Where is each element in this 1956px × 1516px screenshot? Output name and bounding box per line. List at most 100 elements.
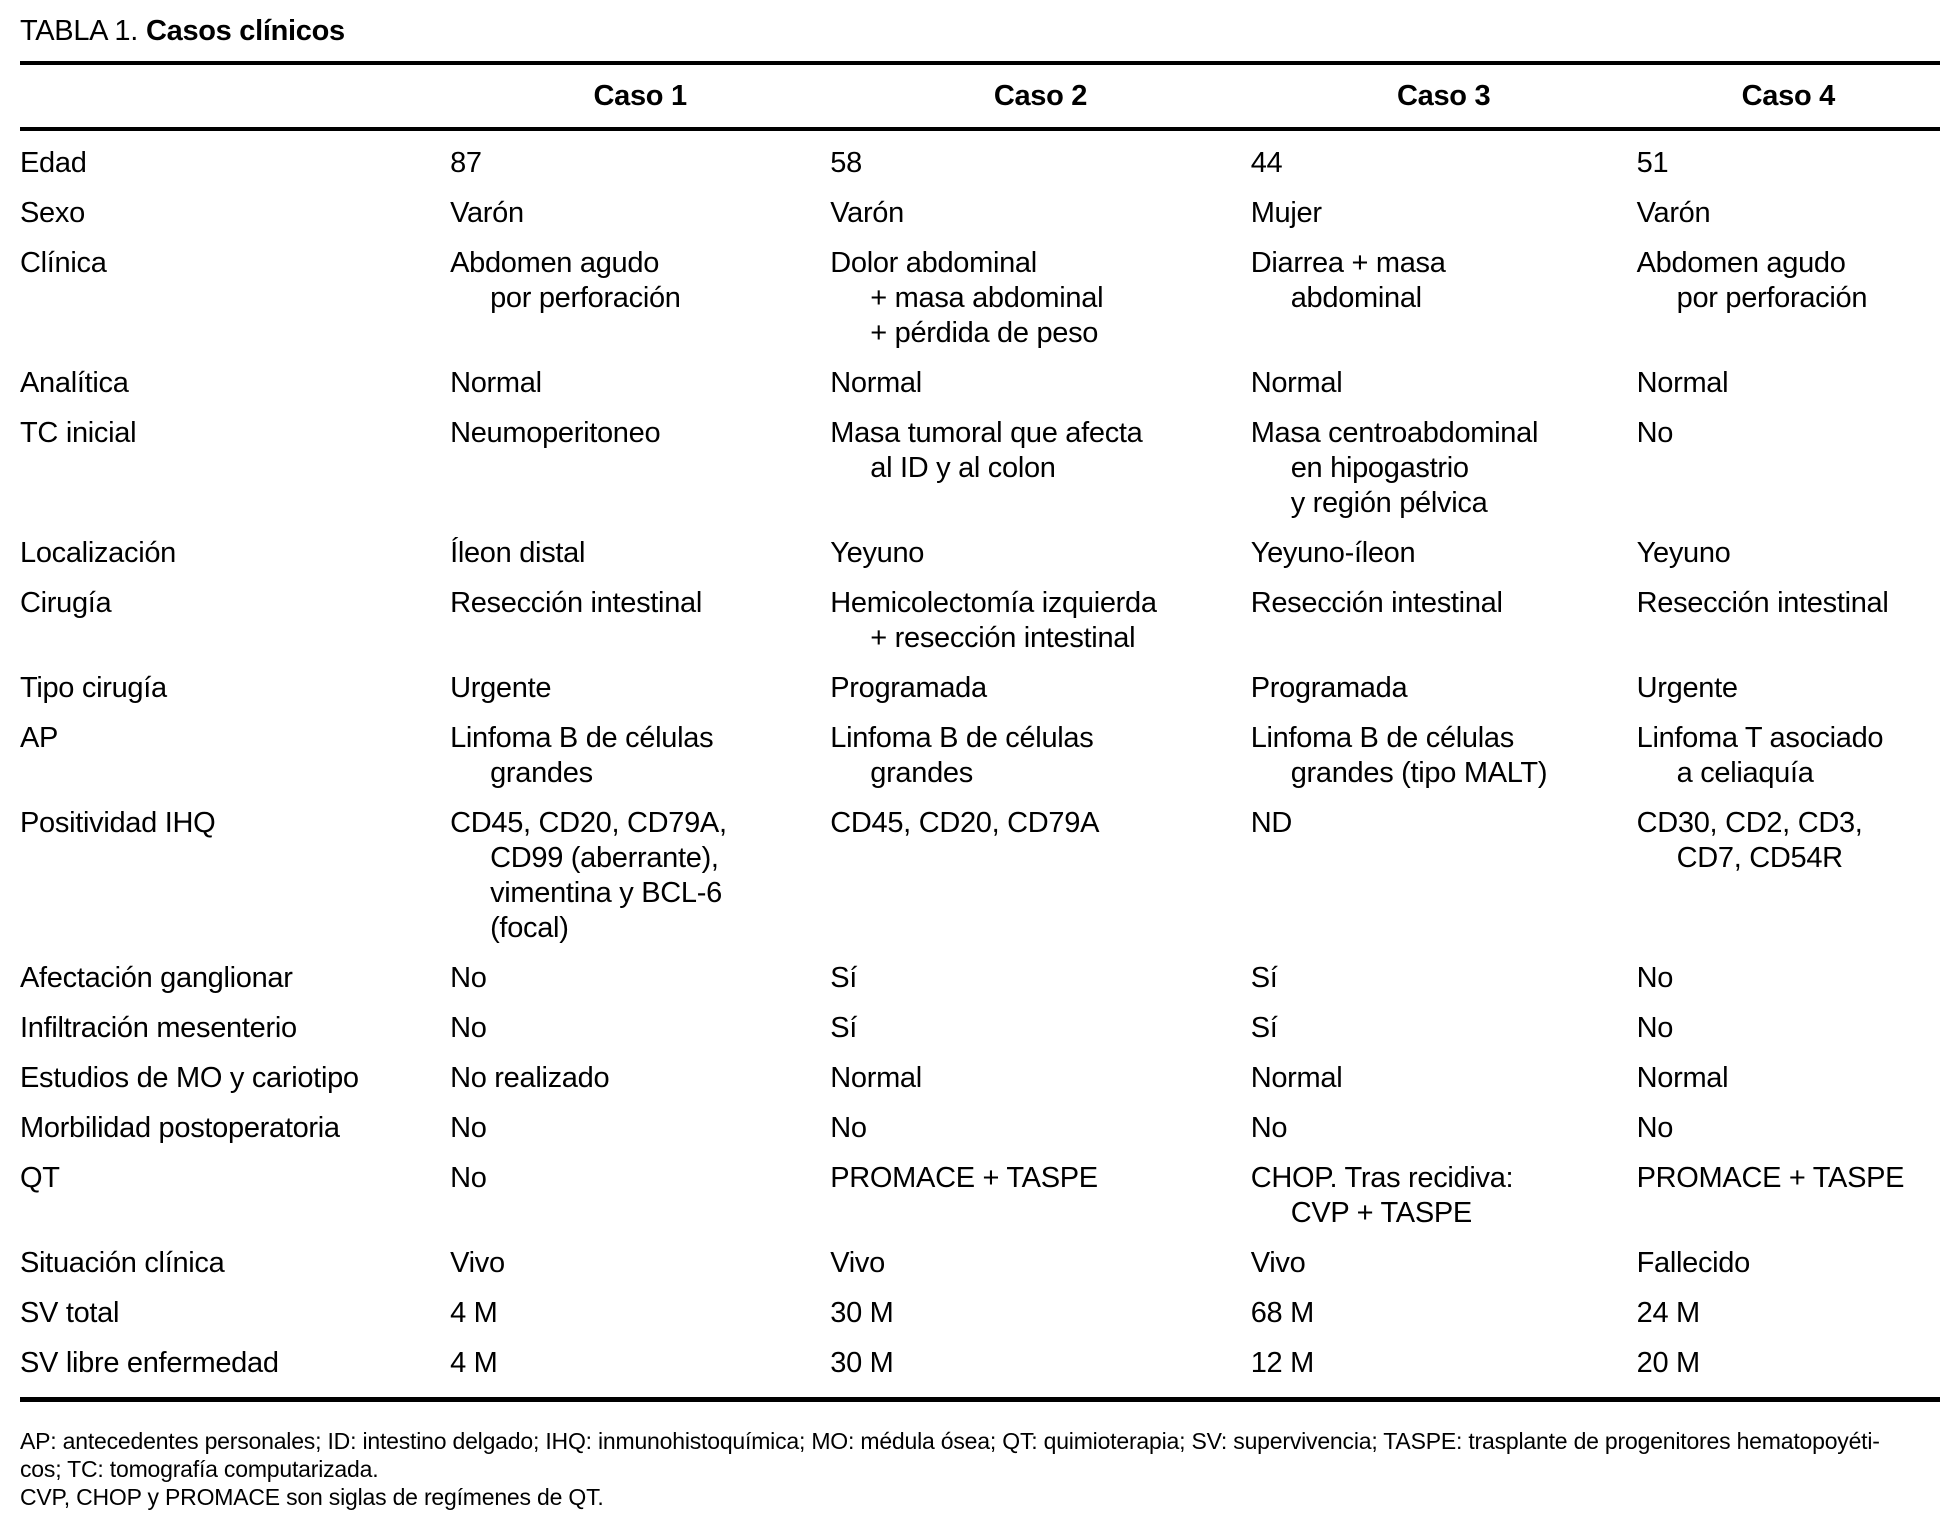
table-row: Cirugía Resección intestinal Hemicolectomí… xyxy=(20,571,1940,656)
cell-line: por perforación xyxy=(490,282,681,314)
cell-line: Sí xyxy=(1250,1012,1278,1044)
cell-caso-2: Vivo xyxy=(830,1231,1250,1281)
table-row: Analítica Normal Normal Normal Normal xyxy=(20,351,1940,401)
table-row: Edad 87 58 44 51 xyxy=(20,129,1940,181)
cell-line: Urgente xyxy=(1636,672,1738,704)
cell-line: Mujer xyxy=(1250,197,1322,229)
cell-line: No realizado xyxy=(450,1062,610,1094)
cell-caso-4: Abdomen agudo por perforación xyxy=(1637,231,1940,351)
cell-caso-4: Linfoma T asociado a celiaquía xyxy=(1637,706,1940,791)
row-label: Situación clínica xyxy=(20,1247,225,1279)
cell-line: al ID y al colon xyxy=(870,452,1056,484)
cell-caso-2: Sí xyxy=(830,996,1250,1046)
cell-line: Resección intestinal xyxy=(1636,587,1889,619)
cell-caso-1: Linfoma B de células grandes xyxy=(450,706,830,791)
row-label: Estudios de MO y cariotipo xyxy=(20,1062,359,1094)
cell-caso-1: Normal xyxy=(450,351,830,401)
cell-caso-3: CHOP. Tras recidiva: CVP + TASPE xyxy=(1251,1146,1637,1231)
cell-caso-1: 87 xyxy=(450,129,830,181)
cell-caso-4: 51 xyxy=(1637,129,1940,181)
cell-caso-4: No xyxy=(1637,401,1940,521)
cell-caso-4: Normal xyxy=(1637,1046,1940,1096)
cell-caso-1: Urgente xyxy=(450,656,830,706)
row-label: Afectación ganglionar xyxy=(20,962,293,994)
cell-line: Varón xyxy=(450,197,524,229)
table-row: Clínica Abdomen agudo por perforación Dolor… xyxy=(20,231,1940,351)
cell-caso-4: Resección intestinal xyxy=(1637,571,1940,656)
cell-line: 30 M xyxy=(830,1347,894,1379)
row-label: QT xyxy=(20,1162,60,1194)
cell-line: en hipogastrio xyxy=(1290,452,1469,484)
cell-line: Normal xyxy=(830,1062,922,1094)
cell-line: No xyxy=(450,1162,487,1194)
cell-line: CD99 (aberrante), xyxy=(490,842,719,874)
cell-caso-3: 12 M xyxy=(1251,1331,1637,1400)
column-header-caso-4: Caso 4 xyxy=(1636,63,1940,131)
cell-caso-4: No xyxy=(1637,1096,1940,1146)
row-label: Tipo cirugía xyxy=(20,672,167,704)
cell-line: No xyxy=(450,1112,487,1144)
table-row: Localización Íleon distal Yeyuno Yeyuno-íle… xyxy=(20,521,1940,571)
cell-line: grandes xyxy=(490,757,593,789)
cell-line: + pérdida de peso xyxy=(870,317,1099,349)
cell-line: Programada xyxy=(1250,672,1408,704)
cell-line: ND xyxy=(1250,807,1293,839)
cell-line: Vivo xyxy=(1250,1247,1306,1279)
cell-line: Urgente xyxy=(450,672,552,704)
cell-caso-3: Normal xyxy=(1251,351,1637,401)
cell-line: No xyxy=(830,1112,867,1144)
cell-caso-3: Programada xyxy=(1251,656,1637,706)
cell-line: Vivo xyxy=(450,1247,505,1279)
footnotes: AP: antecedentes personales; ID: intesti… xyxy=(20,1427,1940,1511)
cell-caso-3: No xyxy=(1251,1096,1637,1146)
cell-line: + masa abdominal xyxy=(870,282,1104,314)
cell-line: Vivo xyxy=(830,1247,885,1279)
cell-line: Programada xyxy=(830,672,987,704)
cell-caso-1: No xyxy=(450,1146,830,1231)
footnote-line: AP: antecedentes personales; ID: intesti… xyxy=(20,1428,1880,1454)
cell-caso-1: CD45, CD20, CD79A, CD99 (aberrante), vimen… xyxy=(450,791,830,946)
cell-line: No xyxy=(1636,1112,1674,1144)
cell-caso-3: ND xyxy=(1251,791,1637,946)
cell-caso-3: Sí xyxy=(1251,946,1637,996)
cell-line: Masa tumoral que afecta xyxy=(830,417,1143,449)
cell-caso-2: Linfoma B de células grandes xyxy=(830,706,1250,791)
cell-caso-1: No xyxy=(450,946,830,996)
cell-caso-3: Yeyuno-íleon xyxy=(1251,521,1637,571)
cell-caso-2: 58 xyxy=(830,129,1250,181)
clinical-cases-table: Caso 1 Caso 2 Caso 3 Caso 4 Edad 87 58 44 51 Sex… xyxy=(20,61,1940,1402)
cell-caso-4: Normal xyxy=(1637,351,1940,401)
cell-caso-4: Fallecido xyxy=(1637,1231,1940,1281)
cell-line: Abdomen agudo xyxy=(1636,247,1846,279)
cell-caso-2: Masa tumoral que afecta al ID y al colon xyxy=(830,401,1250,521)
table-caption: Casos clínicos xyxy=(145,15,345,47)
cell-line: Linfoma B de células xyxy=(830,722,1094,754)
table-body: Edad 87 58 44 51 Sexo Varón Varón Mujer Varón Clín… xyxy=(20,129,1940,1400)
cell-line: Diarrea + masa xyxy=(1250,247,1446,279)
cell-caso-2: Sí xyxy=(830,946,1250,996)
cell-line: grandes (tipo MALT) xyxy=(1290,757,1548,789)
cell-line: No xyxy=(1636,1012,1674,1044)
column-header-caso-3: Caso 3 xyxy=(1250,63,1637,131)
cell-line: Sí xyxy=(1250,962,1278,994)
cell-caso-1: 4 M xyxy=(450,1281,830,1331)
cell-caso-2: 30 M xyxy=(830,1281,1250,1331)
column-header-caso-2: Caso 2 xyxy=(830,63,1251,131)
cell-caso-1: Varón xyxy=(450,181,830,231)
cell-caso-2: Yeyuno xyxy=(830,521,1250,571)
row-label: Infiltración mesenterio xyxy=(20,1012,297,1044)
cell-line: 4 M xyxy=(450,1347,498,1379)
cell-line: CD30, CD2, CD3, xyxy=(1636,807,1863,839)
cell-caso-2: No xyxy=(830,1096,1250,1146)
column-header-caso-1: Caso 1 xyxy=(450,63,831,131)
table-row: Morbilidad postoperatoria No No No No xyxy=(20,1096,1940,1146)
cell-caso-2: Hemicolectomía izquierda + resección inte… xyxy=(830,571,1250,656)
cell-line: Resección intestinal xyxy=(450,587,702,619)
cell-caso-1: Íleon distal xyxy=(450,521,830,571)
row-label: Clínica xyxy=(20,247,107,279)
cell-caso-4: Yeyuno xyxy=(1637,521,1940,571)
cell-caso-1: No realizado xyxy=(450,1046,830,1096)
footnote-line: cos; TC: tomografía computarizada. xyxy=(20,1456,379,1482)
cell-line: Normal xyxy=(830,367,922,399)
